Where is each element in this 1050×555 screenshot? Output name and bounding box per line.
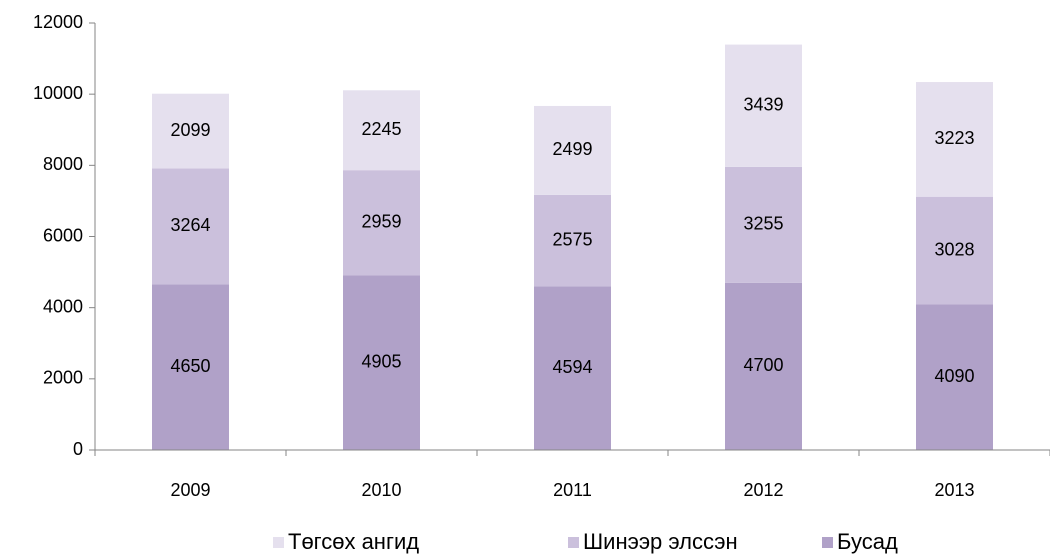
x-tick-label: 2010 <box>361 480 401 500</box>
data-label: 4650 <box>170 356 210 376</box>
y-tick-label: 4000 <box>43 296 83 316</box>
x-tick-label: 2009 <box>170 480 210 500</box>
data-label: 3439 <box>743 94 783 114</box>
data-label: 3223 <box>934 128 974 148</box>
data-label: 3255 <box>743 214 783 234</box>
bar-segment <box>916 82 993 197</box>
data-label: 2575 <box>552 229 592 249</box>
legend-swatch <box>568 537 579 548</box>
bar-segment <box>916 196 993 305</box>
legend-swatch <box>822 537 833 548</box>
bar-segment <box>343 170 420 276</box>
legend-label: Шинээр элссэн <box>583 529 738 554</box>
data-label: 2959 <box>361 212 401 232</box>
bar-segment <box>534 105 611 195</box>
legend-swatch <box>273 537 284 548</box>
x-tick-label: 2013 <box>934 480 974 500</box>
bar-segment <box>343 275 420 450</box>
y-tick-label: 10000 <box>33 83 83 103</box>
bar-segment <box>725 282 802 450</box>
bar-segment <box>534 286 611 450</box>
legend-label: Бусад <box>837 529 898 554</box>
x-tick-label: 2012 <box>743 480 783 500</box>
y-tick-label: 8000 <box>43 154 83 174</box>
bar-segment <box>152 93 229 169</box>
data-label: 4700 <box>743 355 783 375</box>
x-tick-label: 2011 <box>553 480 592 500</box>
data-label: 2245 <box>361 119 401 139</box>
data-label: 3028 <box>934 239 974 259</box>
y-tick-label: 12000 <box>33 12 83 32</box>
bar-segment <box>152 168 229 285</box>
bar-segment <box>916 304 993 450</box>
bar-segment <box>152 284 229 450</box>
y-tick-label: 6000 <box>43 225 83 245</box>
data-label: 2099 <box>170 120 210 140</box>
y-tick-label: 0 <box>73 439 83 459</box>
data-label: 4594 <box>552 357 592 377</box>
data-label: 4905 <box>361 351 401 371</box>
bar-segment <box>725 44 802 167</box>
legend-label: Төгсөх ангид <box>288 529 419 554</box>
data-label: 2499 <box>552 139 592 159</box>
bar-segment <box>343 90 420 171</box>
bar-segment <box>725 166 802 283</box>
data-label: 3264 <box>170 215 210 235</box>
y-tick-label: 2000 <box>43 368 83 388</box>
bar-segment <box>534 194 611 287</box>
data-label: 4090 <box>934 366 974 386</box>
